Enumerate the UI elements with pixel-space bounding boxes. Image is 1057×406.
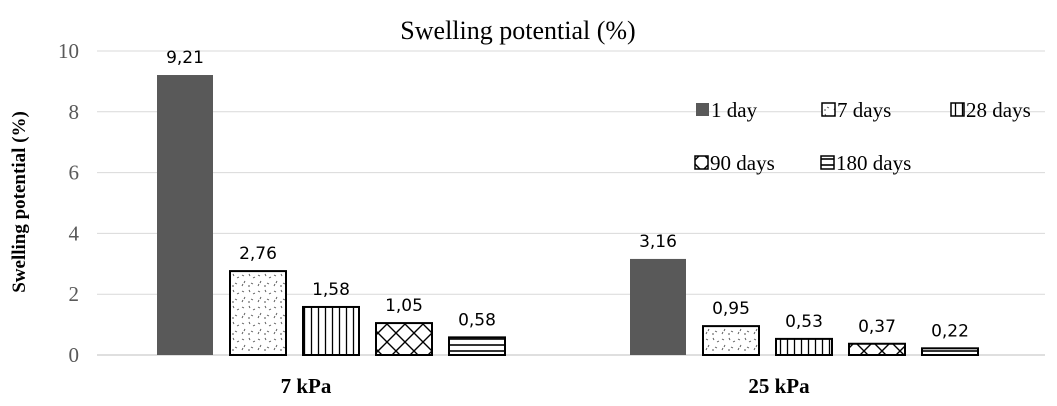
legend-label: 180 days (836, 151, 911, 175)
y-axis-label: Swelling potential (%) (9, 111, 30, 293)
legend-label: 1 day (711, 98, 758, 122)
legend-swatch (696, 103, 709, 116)
legend-label: 28 days (966, 98, 1031, 122)
y-tick-label: 8 (69, 100, 80, 124)
legend-swatch (821, 102, 836, 117)
legend-label: 90 days (710, 151, 775, 175)
data-label: 0,37 (858, 317, 896, 337)
y-tick-label: 6 (69, 161, 80, 185)
legend-swatch (950, 102, 965, 117)
bars: 9,21 2,76 1,58 1,05 0,58 3,16 0,95 0,53 0,37 0,22 (157, 48, 979, 357)
bar (302, 305, 360, 356)
data-label: 0,53 (785, 312, 823, 332)
data-label: 0,95 (712, 299, 750, 319)
y-axis-ticks: 0 2 4 6 8 10 (58, 39, 80, 367)
data-label: 0,22 (931, 321, 969, 341)
bar (702, 325, 760, 356)
data-label: 0,58 (458, 310, 496, 330)
legend: 1 day 7 days 28 days 90 days 180 days (694, 98, 1031, 175)
data-label: 9,21 (166, 48, 204, 68)
bar (921, 347, 979, 357)
bar (375, 322, 433, 356)
chart-title: Swelling potential (%) (400, 16, 635, 45)
bar (448, 336, 506, 357)
y-tick-label: 4 (69, 221, 80, 245)
y-tick-label: 0 (69, 343, 80, 367)
legend-label: 7 days (837, 98, 891, 122)
data-label: 1,05 (385, 296, 423, 316)
legend-swatch (694, 155, 709, 170)
x-category-label: 25 kPa (748, 374, 810, 398)
bar (848, 342, 906, 357)
bar (229, 270, 287, 357)
bar (630, 258, 686, 355)
bar (775, 337, 833, 356)
legend-swatch (820, 155, 835, 170)
y-tick-label: 2 (69, 282, 80, 306)
y-tick-label: 10 (58, 39, 79, 63)
bar (157, 75, 213, 356)
x-category-label: 7 kPa (281, 374, 332, 398)
x-axis-labels: 7 kPa 25 kPa (281, 374, 811, 398)
data-label: 1,58 (312, 280, 350, 300)
data-label: 2,76 (239, 244, 277, 264)
data-label: 3,16 (639, 232, 677, 252)
